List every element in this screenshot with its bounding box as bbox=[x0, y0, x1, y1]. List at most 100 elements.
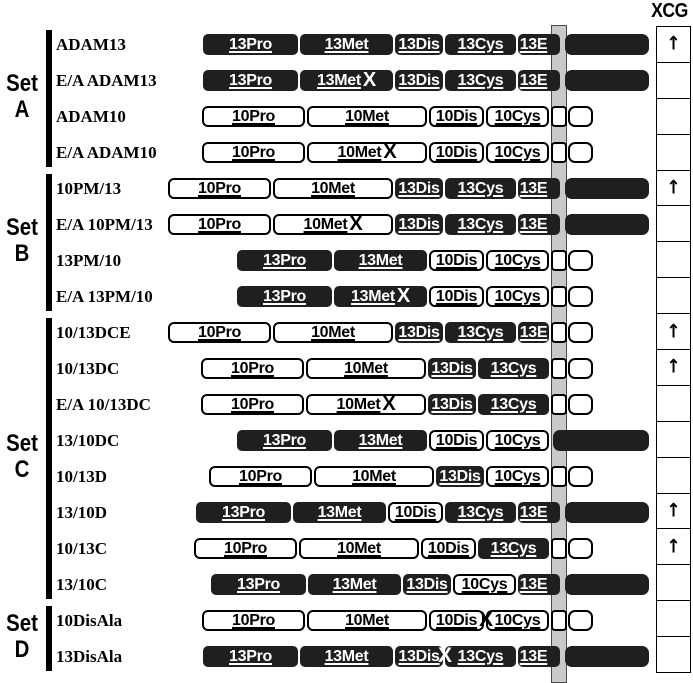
construct-name: E/A 10PM/13 bbox=[56, 215, 153, 234]
construct-name: E/A ADAM10 bbox=[56, 143, 157, 162]
domain-label: 13Met bbox=[324, 647, 369, 665]
domain-label: 13Cys bbox=[457, 215, 504, 233]
domain-segment-13e: 13E bbox=[518, 178, 560, 199]
domain-segment-13pro: 13Pro bbox=[237, 250, 332, 271]
cytoplasmic-tail-long bbox=[565, 178, 649, 199]
xcg-cell bbox=[657, 601, 690, 638]
construct-name: 10PM/13 bbox=[56, 179, 122, 198]
domain-segment-10cys: 10Cys bbox=[453, 574, 516, 595]
domain-segment-10pro: 10Pro bbox=[202, 142, 305, 163]
domain-segment-10cys: 10Cys bbox=[486, 250, 549, 271]
set-B-bracket bbox=[46, 174, 52, 311]
domain-segment-13cys: 13Cys bbox=[478, 358, 549, 379]
domain-label: 13Dis bbox=[398, 323, 440, 341]
domain-label: 13Cys bbox=[457, 71, 504, 89]
domain-segment-13pro: 13Pro bbox=[237, 286, 332, 307]
domain-label: 13Met bbox=[332, 575, 377, 593]
transmembrane-box bbox=[551, 610, 567, 631]
xcg-column-header: XCG bbox=[651, 0, 688, 22]
domain-segment-13cys: 13Cys bbox=[445, 646, 516, 667]
domain-label: 13Dis bbox=[439, 467, 481, 485]
mutation-x: X bbox=[437, 644, 452, 667]
domain-label: 13E bbox=[519, 575, 548, 593]
domain-segment-13cys: 13Cys bbox=[478, 394, 549, 415]
domain-segment-13cys: 13Cys bbox=[445, 214, 516, 235]
construct-name: 10/13D bbox=[56, 467, 107, 486]
domain-segment-10met: 10Met X bbox=[306, 394, 426, 415]
domain-label: 10Met bbox=[345, 611, 389, 629]
xcg-cell bbox=[657, 242, 690, 279]
cytoplasmic-tail-short bbox=[568, 322, 593, 343]
domain-label: 10Pro bbox=[232, 107, 275, 125]
set-A-bracket bbox=[46, 30, 52, 167]
domain-label: 13Cys bbox=[490, 539, 537, 557]
set-D-bracket bbox=[46, 606, 52, 671]
domain-label: 10Dis bbox=[435, 431, 478, 449]
up-arrow-icon: ↑ bbox=[666, 356, 681, 379]
domain-segment-13met: 13Met bbox=[300, 34, 393, 55]
domain-label: 10Dis bbox=[435, 143, 478, 161]
set-D-label: Set D bbox=[6, 610, 38, 663]
up-arrow-icon: ↑ bbox=[666, 177, 681, 199]
construct-name: 13DisAla bbox=[56, 647, 123, 666]
domain-segment-13dis: 13Dis bbox=[395, 214, 443, 235]
domain-segment-13pro: 13Pro bbox=[211, 574, 306, 595]
domain-segment-10met: 10Met bbox=[314, 466, 434, 487]
domain-label: 10Dis bbox=[435, 251, 478, 269]
mutation-x: X bbox=[396, 284, 410, 307]
domain-label: 10Pro bbox=[231, 359, 274, 377]
domain-label: 13Pro bbox=[263, 251, 306, 269]
domain-segment-10cys: 10Cys bbox=[486, 286, 549, 307]
domain-segment-10cys: 10Cys bbox=[486, 466, 549, 487]
domain-segment-10pro: 10Pro bbox=[209, 466, 312, 487]
domain-label: 13Pro bbox=[229, 71, 272, 89]
domain-segment-10pro: 10Pro bbox=[168, 178, 271, 199]
domain-label: 13Met bbox=[358, 251, 403, 269]
xcg-cell bbox=[657, 63, 690, 99]
xcg-cell: ↑ bbox=[657, 27, 690, 63]
mutation-x: X bbox=[382, 392, 396, 415]
domain-label: 13Cys bbox=[490, 359, 537, 377]
cytoplasmic-tail-long bbox=[565, 646, 649, 667]
domain-label: 10Met bbox=[337, 539, 381, 557]
domain-label: 10Dis bbox=[435, 287, 478, 305]
domain-label: 13E bbox=[519, 179, 548, 197]
domain-label: 13Dis bbox=[398, 179, 440, 197]
domain-label: 10Pro bbox=[198, 323, 241, 341]
xcg-cell: ↑ bbox=[657, 314, 690, 351]
domain-segment-10met: 10Met bbox=[307, 610, 427, 631]
construct-name: E/A 10/13DC bbox=[56, 395, 151, 414]
domain-label: 10Met bbox=[311, 179, 355, 197]
domain-segment-13cys: 13Cys bbox=[445, 322, 516, 343]
mutation-x: X bbox=[362, 68, 376, 91]
domain-segment-10pro: 10Pro bbox=[194, 538, 297, 559]
domain-label: 10Pro bbox=[231, 395, 274, 413]
construct-name: 13PM/10 bbox=[56, 251, 122, 270]
domain-label: 13E bbox=[519, 71, 548, 89]
xcg-cell bbox=[657, 458, 690, 494]
transmembrane-box bbox=[551, 466, 567, 487]
xcg-cell: ↑ bbox=[657, 494, 690, 530]
domain-segment-13pro: 13Pro bbox=[237, 430, 332, 451]
domain-segment-10pro: 10Pro bbox=[201, 358, 304, 379]
domain-label: 13Cys bbox=[457, 647, 504, 665]
domain-segment-13e: 13E bbox=[518, 322, 549, 343]
domain-segment-13pro: 13Pro bbox=[203, 646, 298, 667]
transmembrane-box bbox=[551, 286, 567, 307]
domain-segment-13dis: 13Dis bbox=[395, 70, 443, 91]
domain-label: 10Pro bbox=[232, 611, 275, 629]
xcg-cell bbox=[657, 386, 690, 422]
transmembrane-box bbox=[551, 394, 567, 415]
construct-name: E/A 13PM/10 bbox=[56, 287, 153, 306]
construct-name: ADAM10 bbox=[56, 107, 126, 126]
domain-label: 10Pro bbox=[198, 215, 241, 233]
cytoplasmic-tail-short bbox=[568, 394, 593, 415]
xcg-cell bbox=[657, 135, 690, 171]
domain-label: 13Pro bbox=[229, 35, 272, 53]
domain-segment-10dis: 10Dis bbox=[421, 538, 476, 559]
domain-label: 10Cys bbox=[494, 251, 541, 269]
domain-label: 10Met bbox=[311, 323, 355, 341]
domain-label: 13E bbox=[519, 323, 548, 341]
xcg-cell bbox=[657, 422, 690, 458]
xcg-column: ↑ ↑ ↑ ↑ ↑ ↑ bbox=[656, 26, 691, 673]
